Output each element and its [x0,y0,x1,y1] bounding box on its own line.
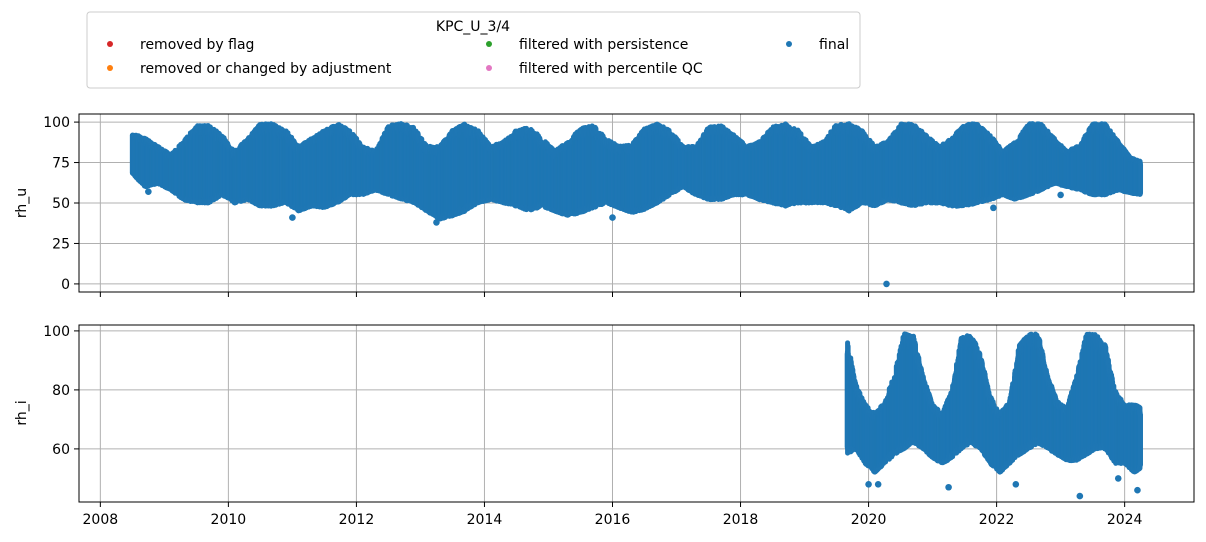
legend-frame [86,11,861,89]
legend: KPC_U_3/4 removed by flag removed or chan… [86,11,861,89]
legend-label: removed or changed by adjustment [140,61,392,77]
legend-label: filtered with persistence [519,37,688,53]
legend-title: KPC_U_3/4 [436,19,510,35]
legend-label: removed by flag [140,37,254,53]
legend-entry: final [786,37,849,53]
legend-entry: filtered with percentile QC [486,61,703,77]
legend-label: final [819,37,849,53]
legend-marker [107,65,113,71]
legend-marker [107,41,113,47]
legend-entry: removed or changed by adjustment [107,61,392,77]
series-final [129,121,1144,288]
legend-entry: filtered with persistence [486,37,688,53]
legend-entry: removed by flag [107,37,254,53]
legend-marker [486,65,492,71]
legend-label: filtered with percentile QC [519,61,703,77]
legend-marker [486,41,492,47]
legend-marker [786,41,792,47]
